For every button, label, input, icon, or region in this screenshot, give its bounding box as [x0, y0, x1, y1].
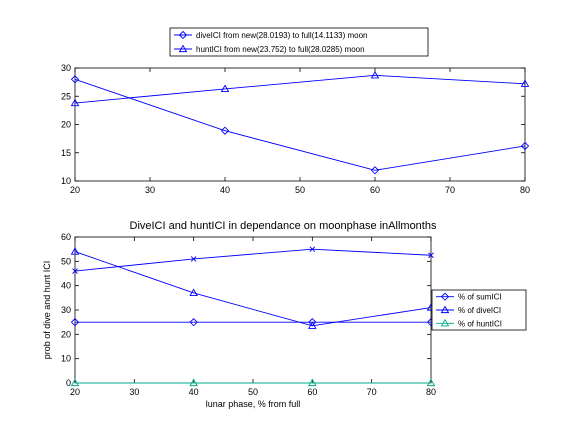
- x-tick-label: 40: [189, 387, 199, 397]
- data-point: [308, 321, 317, 329]
- chart-title: DiveICI and huntICI in dependance on moo…: [130, 220, 437, 232]
- data-point: [520, 141, 530, 151]
- y-tick-label: 10: [61, 354, 71, 364]
- x-tick-label: 20: [70, 185, 80, 195]
- legend: diveICI from new(28.0193) to full(14.113…: [169, 27, 429, 57]
- data-point: [370, 70, 380, 79]
- series-1: [70, 70, 530, 107]
- series-line: [74, 251, 432, 327]
- legend-entry: % of sumICI: [458, 293, 502, 302]
- legend-swatch-marker: [178, 30, 188, 40]
- x-tick-label: 50: [248, 387, 258, 397]
- plot-area: [74, 236, 432, 384]
- data-point: [520, 79, 530, 87]
- data-point: [70, 98, 80, 107]
- series-line: [74, 248, 432, 272]
- plot-area: [74, 67, 526, 182]
- data-point: [308, 378, 317, 387]
- y-tick-label: 20: [61, 329, 71, 339]
- data-point: [189, 378, 198, 387]
- x-tick-label: 80: [520, 185, 530, 195]
- data-point: [189, 288, 198, 297]
- legend: % of sumICI % of diveICI % of huntICI: [431, 289, 527, 331]
- y-tick-label: 0: [66, 378, 71, 388]
- y-tick-label: 30: [61, 63, 71, 73]
- x-tick-label: 20: [70, 387, 80, 397]
- series-1: [70, 247, 436, 329]
- x-tick-label: 30: [145, 185, 155, 195]
- chart-bottom: 20 30 40 50 60 70 80 0 10 20 30 40 50 60 DiveICI and h…: [42, 220, 527, 409]
- x-tick-label: 60: [307, 387, 317, 397]
- x-tick-label: 80: [426, 387, 436, 397]
- data-point: [428, 252, 434, 259]
- data-point: [72, 268, 78, 274]
- data-point: [220, 84, 230, 92]
- series-line: [74, 78, 526, 171]
- x-tick-label: 70: [445, 185, 455, 195]
- y-axis-label: prob of dive and hunt ICI: [42, 261, 52, 360]
- x-tick-label: 60: [370, 185, 380, 195]
- legend-entry: % of diveICI: [458, 306, 501, 315]
- y-tick-label: 40: [61, 281, 71, 291]
- data-point: [70, 378, 80, 387]
- y-tick-label: 20: [61, 120, 71, 130]
- x-axis-label: lunar phase, % from full: [206, 399, 301, 409]
- legend-box: [169, 27, 429, 57]
- x-tick-label: 50: [295, 185, 305, 195]
- data-point: [220, 126, 230, 135]
- data-point: [309, 246, 316, 252]
- y-tick-label: 30: [61, 305, 71, 315]
- legend-entry: huntICI from new(23.752) to full(28.0285…: [196, 45, 365, 54]
- data-point: [370, 166, 380, 175]
- y-tick-label: 50: [61, 256, 71, 266]
- series-line: [74, 74, 526, 104]
- data-point: [190, 256, 197, 262]
- series-3: [72, 246, 434, 274]
- y-tick-label: 60: [61, 232, 71, 242]
- legend-entry: % of huntICI: [458, 319, 502, 328]
- series-2: [70, 378, 436, 387]
- y-tick-label: 25: [61, 91, 71, 101]
- data-point: [426, 378, 436, 387]
- legend-swatch-marker: [178, 44, 188, 53]
- y-tick-label: 15: [61, 148, 71, 158]
- y-tick-label: 10: [61, 176, 71, 186]
- legend-entry: diveICI from new(28.0193) to full(14.113…: [196, 31, 368, 40]
- legend-swatch-marker: [440, 318, 450, 327]
- data-point: [189, 318, 198, 327]
- data-point: [70, 75, 80, 84]
- x-tick-label: 30: [129, 387, 139, 397]
- legend-swatch-marker: [440, 305, 450, 314]
- series-0: [70, 75, 530, 175]
- legend-swatch-marker: [440, 292, 450, 301]
- data-point: [70, 247, 80, 255]
- chart-top: 20 30 40 50 60 70 80 10 15 20 25 30 diveICI from new…: [61, 27, 530, 195]
- x-tick-label: 40: [220, 185, 230, 195]
- x-tick-label: 70: [367, 387, 377, 397]
- data-point: [70, 318, 80, 327]
